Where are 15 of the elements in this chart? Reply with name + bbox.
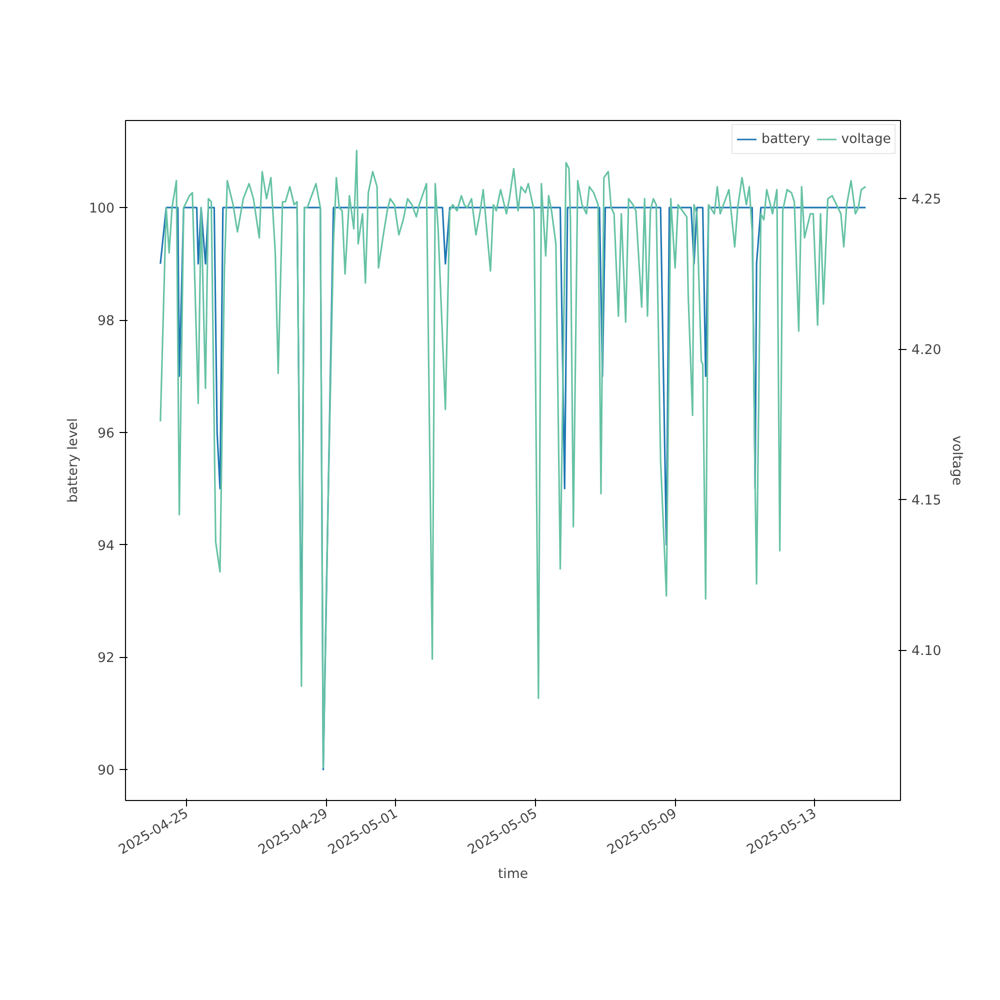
y2-tick-label: 4.10 xyxy=(912,644,942,660)
y2-axis-title: voltage xyxy=(949,436,964,486)
y-tick-label: 90 xyxy=(98,764,115,779)
y-tick-label: 100 xyxy=(89,202,115,217)
legend-label: battery xyxy=(762,132,810,146)
y2-tick-label: 4.20 xyxy=(912,343,942,358)
legend-label: voltage xyxy=(841,132,891,146)
y2-tick-label: 4.25 xyxy=(912,192,942,208)
x-axis-title: time xyxy=(498,866,528,882)
y2-tick-label: 4.15 xyxy=(912,494,942,509)
y-tick-label: 92 xyxy=(98,651,115,666)
y-tick-label: 94 xyxy=(98,538,115,554)
y-tick-label: 98 xyxy=(98,314,115,330)
y-tick-label: 96 xyxy=(98,426,115,442)
y-axis-title: battery level xyxy=(66,418,82,503)
